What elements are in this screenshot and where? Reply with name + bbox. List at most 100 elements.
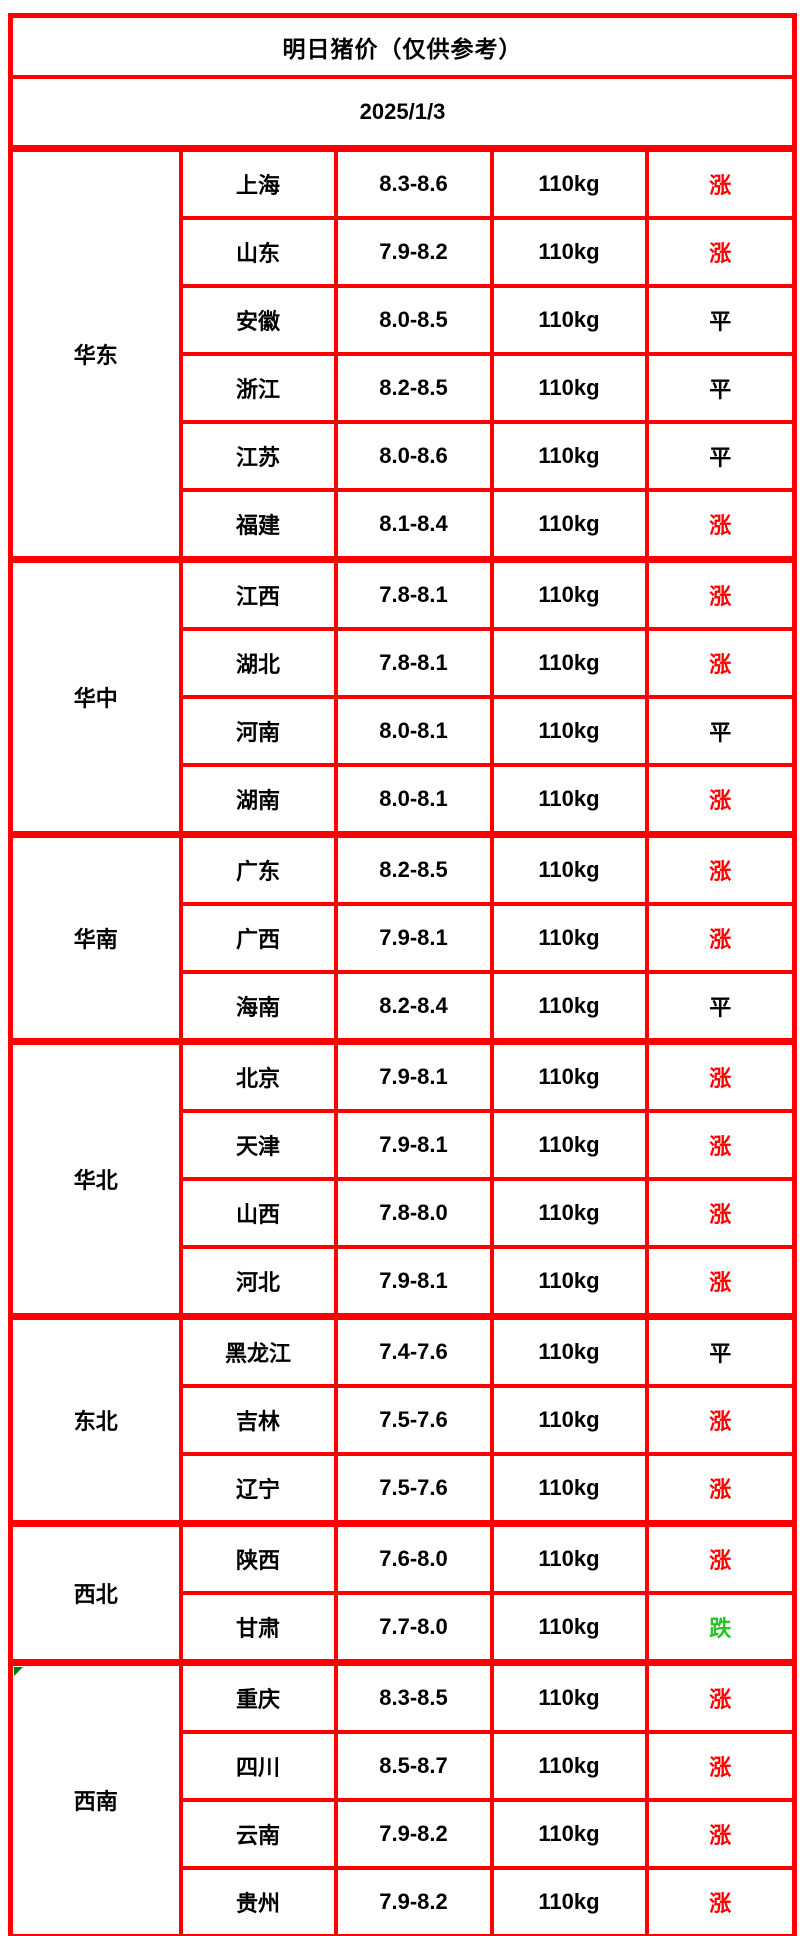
price-cell: 7.7-8.0 [333,1591,494,1665]
table-row: 河北 7.9-8.1 110kg 涨 [11,1245,797,1319]
region-cell: 东北 [8,1313,183,1526]
date-row: 2025/1/3 [8,75,797,151]
table-row: 甘肃 7.7-8.0 110kg 跌 [11,1591,797,1665]
table-row: 安徽 8.0-8.5 110kg 平 [11,284,797,356]
table-row: 山东 7.9-8.2 110kg 涨 [11,216,797,288]
trend-cell: 涨 [644,1730,797,1802]
price-cell: 8.0-8.5 [333,284,494,356]
province-cell: 黑龙江 [178,1313,338,1388]
province-cell: 江苏 [178,420,338,492]
trend-cell: 涨 [644,627,797,699]
table-row: 福建 8.1-8.4 110kg 涨 [11,488,797,562]
province-cell: 海南 [178,970,338,1044]
weight-cell: 110kg [489,1866,649,1936]
weight-cell: 110kg [489,831,649,906]
province-cell: 江西 [178,556,338,631]
weight-cell: 110kg [489,1452,649,1526]
trend-cell: 平 [644,352,797,424]
table-row: 湖北 7.8-8.1 110kg 涨 [11,627,797,699]
weight-cell: 110kg [489,284,649,356]
trend-cell: 涨 [644,902,797,974]
weight-cell: 110kg [489,1177,649,1249]
region-cell: 西北 [8,1520,183,1665]
trend-cell: 涨 [644,1177,797,1249]
price-cell: 8.0-8.1 [333,763,494,837]
weight-cell: 110kg [489,1313,649,1388]
table-row: 西北 陕西 7.6-8.0 110kg 涨 [8,1520,797,1665]
excel-corner-marker [14,1667,23,1676]
weight-cell: 110kg [489,627,649,699]
trend-cell: 涨 [644,1245,797,1319]
weight-cell: 110kg [489,352,649,424]
province-cell: 广东 [178,831,338,906]
pig-price-table: 明日猪价（仅供参考） 2025/1/3 华东 上海 8.3-8.6 110kg 涨山东 7… [8,13,797,1936]
price-cell: 8.3-8.5 [333,1659,494,1734]
price-cell: 7.9-8.2 [333,1866,494,1936]
trend-cell: 平 [644,1313,797,1388]
weight-cell: 110kg [489,970,649,1044]
province-cell: 福建 [178,488,338,562]
trend-cell: 涨 [644,216,797,288]
price-cell: 8.2-8.5 [333,831,494,906]
trend-cell: 跌 [644,1591,797,1665]
trend-cell: 涨 [644,1384,797,1456]
table-row: 华中 江西 7.8-8.1 110kg 涨 [8,556,797,837]
price-cell: 8.3-8.6 [333,145,494,220]
province-cell: 山西 [178,1177,338,1249]
table-row: 四川 8.5-8.7 110kg 涨 [11,1730,797,1802]
price-cell: 7.9-8.2 [333,216,494,288]
table-row: 东北 黑龙江 7.4-7.6 110kg 平 [8,1313,797,1526]
table-row: 广西 7.9-8.1 110kg 涨 [11,902,797,974]
table-row: 浙江 8.2-8.5 110kg 平 [11,352,797,424]
trend-cell: 平 [644,420,797,492]
trend-cell: 平 [644,970,797,1044]
trend-cell: 涨 [644,488,797,562]
table-row: 山西 7.8-8.0 110kg 涨 [11,1177,797,1249]
weight-cell: 110kg [489,1798,649,1870]
province-cell: 上海 [178,145,338,220]
table-row: 华南 广东 8.2-8.5 110kg 涨 [8,831,797,1044]
table-body: 华东 上海 8.3-8.6 110kg 涨山东 7.9-8.2 110kg 涨安徽 8.0-8.… [8,145,797,1936]
province-cell: 贵州 [178,1866,338,1936]
region-cell: 西南 [8,1659,183,1936]
weight-cell: 110kg [489,420,649,492]
price-cell: 8.2-8.5 [333,352,494,424]
price-cell: 7.4-7.6 [333,1313,494,1388]
weight-cell: 110kg [489,216,649,288]
trend-cell: 涨 [644,1659,797,1734]
trend-cell: 涨 [644,1520,797,1595]
province-cell: 辽宁 [178,1452,338,1526]
table-row: 湖南 8.0-8.1 110kg 涨 [11,763,797,837]
table-row: 海南 8.2-8.4 110kg 平 [11,970,797,1044]
province-cell: 山东 [178,216,338,288]
region-cell: 华北 [8,1038,183,1319]
province-cell: 湖南 [178,763,338,837]
price-cell: 7.9-8.2 [333,1798,494,1870]
table-row: 吉林 7.5-7.6 110kg 涨 [11,1384,797,1456]
province-cell: 安徽 [178,284,338,356]
province-cell: 陕西 [178,1520,338,1595]
price-cell: 8.5-8.7 [333,1730,494,1802]
table-row: 西南 重庆 8.3-8.5 110kg 涨 [8,1659,797,1936]
province-cell: 吉林 [178,1384,338,1456]
province-cell: 北京 [178,1038,338,1113]
province-cell: 四川 [178,1730,338,1802]
price-cell: 7.5-7.6 [333,1384,494,1456]
weight-cell: 110kg [489,1659,649,1734]
price-cell: 7.9-8.1 [333,1038,494,1113]
weight-cell: 110kg [489,145,649,220]
weight-cell: 110kg [489,556,649,631]
price-cell: 7.8-8.1 [333,556,494,631]
province-cell: 浙江 [178,352,338,424]
weight-cell: 110kg [489,1730,649,1802]
price-cell: 8.0-8.1 [333,695,494,767]
trend-cell: 平 [644,284,797,356]
price-cell: 7.6-8.0 [333,1520,494,1595]
weight-cell: 110kg [489,902,649,974]
province-cell: 重庆 [178,1659,338,1734]
price-cell: 8.0-8.6 [333,420,494,492]
region-cell: 华中 [8,556,183,837]
weight-cell: 110kg [489,1109,649,1181]
province-cell: 河北 [178,1245,338,1319]
